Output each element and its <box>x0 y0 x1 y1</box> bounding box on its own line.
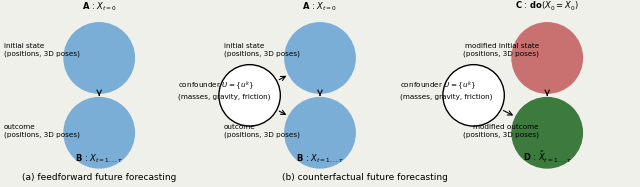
Text: modified initial state
(positions, 3D poses): modified initial state (positions, 3D po… <box>463 44 539 57</box>
Ellipse shape <box>512 23 582 93</box>
Text: modified outcome
(positions, 3D poses): modified outcome (positions, 3D poses) <box>463 124 539 138</box>
Text: initial state
(positions, 3D poses): initial state (positions, 3D poses) <box>4 44 80 57</box>
Ellipse shape <box>64 23 134 93</box>
Text: outcome
(positions, 3D poses): outcome (positions, 3D poses) <box>224 124 300 138</box>
Text: $\mathbf{A}$ : $X_{t=0}$: $\mathbf{A}$ : $X_{t=0}$ <box>303 1 337 13</box>
Text: $\mathbf{D}$ : $\tilde{X}_{t=1...\tau}$: $\mathbf{D}$ : $\tilde{X}_{t=1...\tau}$ <box>523 149 572 165</box>
Ellipse shape <box>443 65 504 126</box>
Text: initial state
(positions, 3D poses): initial state (positions, 3D poses) <box>224 44 300 57</box>
Text: (a) feedforward future forecasting: (a) feedforward future forecasting <box>22 173 177 182</box>
Text: $\mathbf{A}$ : $X_{t=0}$: $\mathbf{A}$ : $X_{t=0}$ <box>82 1 116 13</box>
Text: (b) counterfactual future forecasting: (b) counterfactual future forecasting <box>282 173 448 182</box>
Text: confounder $U = \{u^k\}$
(masses, gravity, friction): confounder $U = \{u^k\}$ (masses, gravit… <box>178 79 270 100</box>
Text: outcome
(positions, 3D poses): outcome (positions, 3D poses) <box>4 124 80 138</box>
Text: $\mathbf{C}$ : $\mathbf{do}(X_0 = \tilde{X}_0)$: $\mathbf{C}$ : $\mathbf{do}(X_0 = \tilde… <box>515 0 579 13</box>
Ellipse shape <box>64 98 134 168</box>
Ellipse shape <box>285 23 355 93</box>
Text: $\mathbf{B}$ : $X_{t=1...\tau}$: $\mathbf{B}$ : $X_{t=1...\tau}$ <box>75 152 124 165</box>
Ellipse shape <box>512 98 582 168</box>
Text: $\mathbf{B}$ : $X_{t=1...\tau}$: $\mathbf{B}$ : $X_{t=1...\tau}$ <box>296 152 344 165</box>
Text: confounder $U = \{u^k\}$
(masses, gravity, friction): confounder $U = \{u^k\}$ (masses, gravit… <box>400 79 492 100</box>
Ellipse shape <box>219 65 280 126</box>
Ellipse shape <box>285 98 355 168</box>
